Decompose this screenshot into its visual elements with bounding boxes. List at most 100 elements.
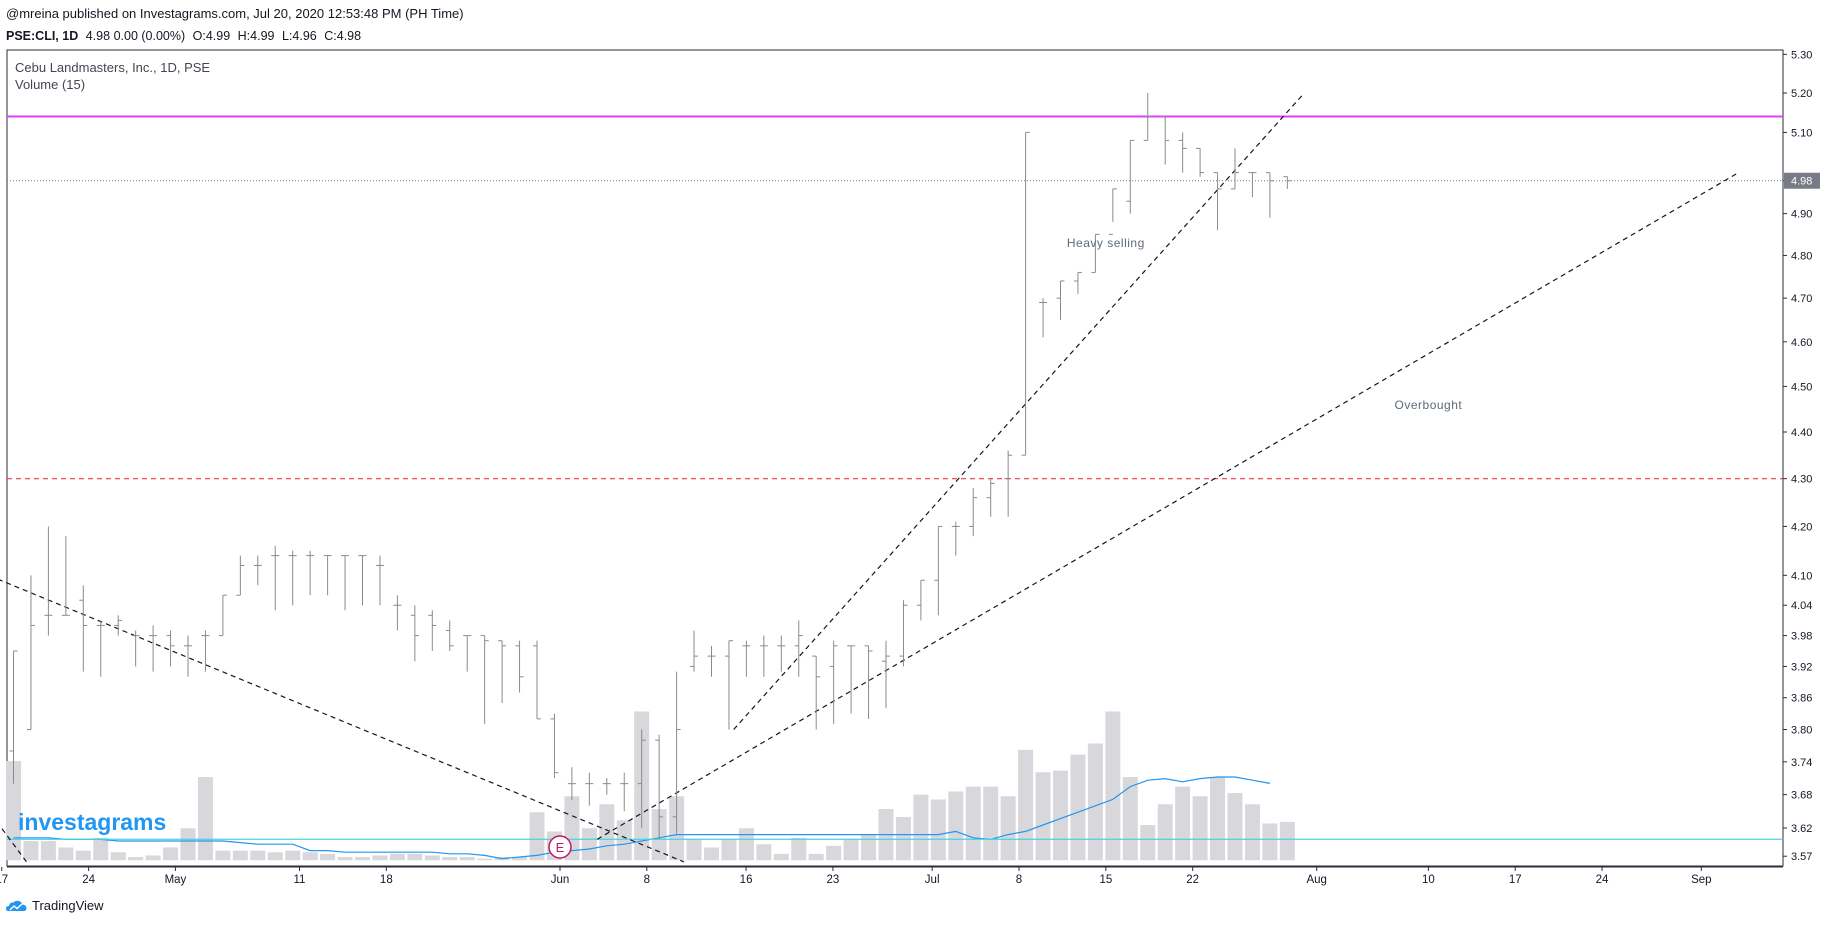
trendline — [733, 92, 1305, 730]
volume-bar — [791, 837, 807, 861]
price-tick-label: 4.10 — [1791, 570, 1812, 582]
ohlc-bar — [498, 640, 507, 703]
volume-bar — [721, 839, 737, 861]
volume-bar — [1000, 796, 1016, 861]
price-tick-label: 4.90 — [1791, 209, 1812, 221]
volume-bar — [1279, 821, 1295, 861]
high-label: H: — [237, 29, 251, 43]
time-tick-label: May — [165, 874, 187, 886]
price-tick-label: 3.74 — [1791, 757, 1812, 769]
price-tick-label: 4.20 — [1791, 521, 1812, 533]
volume-bar — [40, 841, 56, 861]
volume-bar — [756, 844, 772, 861]
volume-bar — [1227, 793, 1243, 861]
time-tick-label: 8 — [1016, 874, 1022, 886]
ohlc-bar — [969, 488, 978, 537]
ohlc-bar — [44, 526, 53, 636]
price-tick-label: 4.50 — [1791, 381, 1812, 393]
volume-bar — [529, 812, 545, 861]
volume-bar — [1070, 754, 1086, 861]
tradingview-cloud-icon — [6, 900, 27, 911]
ohlc-bar — [1021, 131, 1030, 456]
footer-branding[interactable]: TradingView — [6, 898, 104, 913]
ohlc-bar — [201, 630, 210, 672]
volume-bar — [215, 850, 231, 861]
volume-bar — [58, 847, 74, 861]
volume-bar — [372, 855, 388, 861]
ohlc-bar — [1108, 188, 1117, 235]
ohlc-bar — [515, 640, 524, 693]
ohlc-bar — [986, 478, 995, 517]
ohlc-bar — [707, 645, 716, 677]
ohlc-bars: E Heavy selling Overbought — [9, 93, 1462, 859]
ohlc-bar — [410, 605, 419, 662]
drawn-lines — [0, 92, 1783, 863]
volume-bar — [1175, 786, 1191, 861]
volume-bar — [232, 850, 248, 861]
earnings-marker — [548, 835, 572, 859]
volume-bar — [267, 852, 283, 861]
ohlc-bar — [620, 772, 629, 812]
volume-bar — [1192, 796, 1208, 861]
time-tick-label: 22 — [1186, 874, 1199, 886]
volume-bar — [1035, 772, 1051, 861]
last-price-tag — [1784, 172, 1820, 189]
ohlc-bar — [131, 630, 140, 667]
price-tick-label: 4.40 — [1791, 427, 1812, 439]
volume-bar — [1244, 804, 1260, 861]
time-tick-label: 11 — [294, 874, 306, 886]
ohlc-bar — [166, 630, 175, 667]
ohlc-bar — [567, 767, 576, 801]
ohlc-bar — [1265, 172, 1274, 218]
volume-bar — [826, 845, 842, 861]
ohlc-bar — [271, 545, 280, 611]
price-tick-label: 4.80 — [1791, 250, 1812, 262]
trendline — [0, 579, 685, 863]
price-tick-label: 5.30 — [1791, 49, 1812, 61]
volume-bar — [250, 850, 266, 861]
volume-bar — [861, 834, 877, 861]
low-label: L: — [281, 29, 293, 43]
volume-bar — [1140, 825, 1156, 861]
ohlc-bar — [724, 640, 733, 730]
time-tick-label: Sep — [1691, 874, 1711, 886]
ohlc-bar — [428, 610, 437, 651]
volume-bar — [686, 839, 702, 861]
volume-indicator-label[interactable]: Volume (15) — [15, 77, 85, 92]
volume-bar — [1262, 823, 1278, 861]
price-tick-label: 5.20 — [1791, 88, 1812, 100]
volume-bar — [930, 799, 946, 861]
volume-bar — [773, 853, 789, 861]
time-axis: 17 24 May 11 18 Jun 8 16 23 Jul 8 15 22 Aug 10 17 24 Sep — [0, 867, 1712, 886]
volume-bar — [983, 786, 999, 861]
volume-bar — [320, 853, 336, 861]
symbol-ticker[interactable]: PSE:CLI, 1D — [6, 29, 79, 43]
ohlc-bar — [1196, 147, 1205, 177]
ohlc-bar — [812, 655, 821, 730]
ohlc-bar — [1231, 148, 1239, 190]
ohlc-bar — [1213, 172, 1222, 231]
ohlc-bar — [829, 640, 838, 725]
volume-bar — [616, 820, 632, 861]
chart-texts: Cebu Landmasters, Inc., 1D, PSE Volume (… — [15, 60, 210, 835]
time-tick-label: 24 — [1596, 874, 1609, 886]
ohlc-bar — [864, 645, 873, 719]
volume-bars — [6, 711, 1295, 861]
ohlc-bar — [1283, 176, 1292, 189]
volume-bar — [389, 853, 405, 861]
ohlc-bar — [218, 594, 227, 637]
price-tick-label: 3.92 — [1791, 661, 1812, 673]
price-tick-label: 3.86 — [1791, 693, 1812, 705]
volume-bar — [442, 857, 458, 861]
ohlc-bar — [1178, 132, 1187, 173]
volume-bar — [93, 837, 109, 861]
earnings-marker-label: E — [556, 840, 565, 855]
volume-bar — [581, 828, 597, 861]
volume-bar — [895, 817, 911, 861]
time-tick-label: 17 — [0, 874, 8, 886]
ohlc-bar — [184, 635, 192, 677]
ohlc-bar — [742, 640, 751, 677]
volume-bar — [1210, 777, 1226, 861]
ohlc-bar — [463, 635, 472, 672]
